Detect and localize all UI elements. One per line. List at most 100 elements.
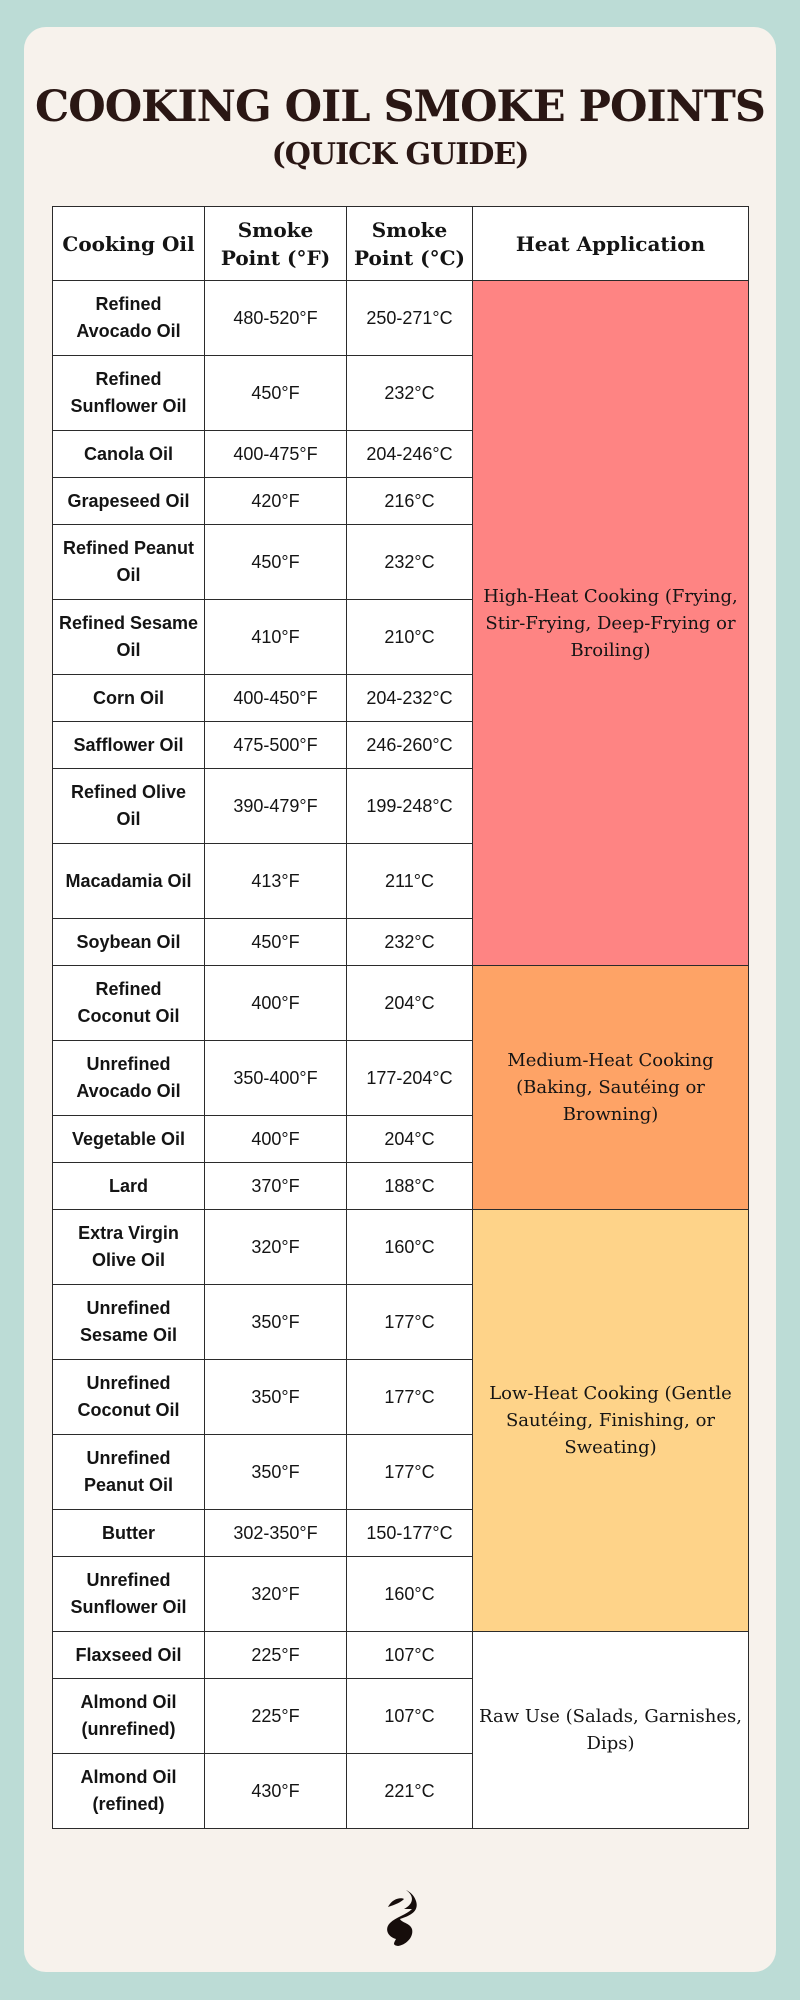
smoke-point-c: 107°C (346, 1631, 473, 1679)
table-row: Corn Oil 400-450°F 204-232°C (52, 674, 749, 722)
smoke-point-c: 204-232°C (346, 674, 473, 722)
smoke-point-f: 400-475°F (204, 430, 347, 478)
table-row: Macadamia Oil 413°F 211°C (52, 843, 749, 919)
oil-name: Unrefined Coconut Oil (52, 1359, 205, 1435)
smoke-point-c: 160°C (346, 1209, 473, 1285)
smoke-point-f: 350-400°F (204, 1040, 347, 1116)
table-row: Refined Avocado Oil 480-520°F 250-271°C … (52, 280, 749, 966)
heat-application-high: High-Heat Cooking (Frying, Stir-Frying, … (472, 280, 749, 966)
smoke-point-f: 400-450°F (204, 674, 347, 722)
smoke-point-c: 232°C (346, 355, 473, 431)
oil-name: Refined Avocado Oil (52, 280, 205, 356)
oil-name: Flaxseed Oil (52, 1631, 205, 1679)
heat-application-low: Low-Heat Cooking (Gentle Sautéing, Finis… (472, 1209, 749, 1632)
table-row: Unrefined Avocado Oil 350-400°F 177-204°… (52, 1040, 749, 1116)
oil-name: Butter (52, 1509, 205, 1557)
smoke-point-f: 302-350°F (204, 1509, 347, 1557)
table-row: Unrefined Sunflower Oil 320°F 160°C (52, 1556, 749, 1632)
table-row: Flaxseed Oil 225°F 107°C Raw Use (Salads… (52, 1631, 749, 1829)
smoke-point-c: 177°C (346, 1359, 473, 1435)
table-row: Refined Sunflower Oil 450°F 232°C (52, 355, 749, 431)
smoke-point-c: 177°C (346, 1434, 473, 1510)
heat-application-medium: Medium-Heat Cooking (Baking, Sautéing or… (472, 965, 749, 1210)
smoke-point-f: 480-520°F (204, 280, 347, 356)
smoke-point-f: 413°F (204, 843, 347, 919)
oil-name: Refined Coconut Oil (52, 965, 205, 1041)
oil-name: Unrefined Peanut Oil (52, 1434, 205, 1510)
smoke-point-c: 177°C (346, 1284, 473, 1360)
guide-card: COOKING OIL SMOKE POINTS (QUICK GUIDE) C… (24, 27, 776, 1972)
smoke-point-c: 216°C (346, 477, 473, 525)
smoke-point-c: 204°C (346, 965, 473, 1041)
smoke-point-c: 211°C (346, 843, 473, 919)
smoke-point-c: 250-271°C (346, 280, 473, 356)
smoke-point-f: 450°F (204, 918, 347, 966)
oil-name: Refined Sesame Oil (52, 599, 205, 675)
smoke-point-f: 225°F (204, 1631, 347, 1679)
header-smoke-point-c: Smoke Point (°C) (346, 206, 473, 281)
table-row: Canola Oil 400-475°F 204-246°C (52, 430, 749, 478)
table-row: Safflower Oil 475-500°F 246-260°C (52, 721, 749, 769)
smoke-point-f: 430°F (204, 1753, 347, 1829)
table-row: Extra Virgin Olive Oil 320°F 160°C Low-H… (52, 1209, 749, 1632)
smoke-point-f: 410°F (204, 599, 347, 675)
smoke-point-c: 199-248°C (346, 768, 473, 844)
smoke-point-f: 390-479°F (204, 768, 347, 844)
flame-logo-icon (387, 1890, 417, 1946)
smoke-point-f: 475-500°F (204, 721, 347, 769)
oil-name: Canola Oil (52, 430, 205, 478)
smoke-point-f: 450°F (204, 355, 347, 431)
table-row: Refined Peanut Oil 450°F 232°C (52, 524, 749, 600)
smoke-point-c: 188°C (346, 1162, 473, 1210)
smoke-point-f: 370°F (204, 1162, 347, 1210)
smoke-point-c: 204-246°C (346, 430, 473, 478)
oil-name: Unrefined Sunflower Oil (52, 1556, 205, 1632)
smoke-point-f: 400°F (204, 965, 347, 1041)
oil-name: Lard (52, 1162, 205, 1210)
heat-application-raw: Raw Use (Salads, Garnishes, Dips) (472, 1631, 749, 1829)
oil-name: Safflower Oil (52, 721, 205, 769)
oil-name: Refined Sunflower Oil (52, 355, 205, 431)
table-row: Refined Sesame Oil 410°F 210°C (52, 599, 749, 675)
smoke-point-f: 400°F (204, 1115, 347, 1163)
smoke-point-c: 246-260°C (346, 721, 473, 769)
oil-name: Corn Oil (52, 674, 205, 722)
smoke-point-f: 320°F (204, 1209, 347, 1285)
table-row: Lard 370°F 188°C (52, 1162, 749, 1210)
oil-name: Refined Peanut Oil (52, 524, 205, 600)
oil-name: Extra Virgin Olive Oil (52, 1209, 205, 1285)
smoke-point-f: 320°F (204, 1556, 347, 1632)
smoke-point-f: 350°F (204, 1434, 347, 1510)
oil-name: Unrefined Sesame Oil (52, 1284, 205, 1360)
smoke-point-f: 450°F (204, 524, 347, 600)
table-row: Almond Oil (unrefined) 225°F 107°C (52, 1678, 749, 1754)
table-row: Refined Coconut Oil 400°F 204°C Medium-H… (52, 965, 749, 1210)
smoke-point-c: 210°C (346, 599, 473, 675)
table-row: Unrefined Coconut Oil 350°F 177°C (52, 1359, 749, 1435)
table-row: Almond Oil (refined) 430°F 221°C (52, 1753, 749, 1829)
oil-name: Refined Olive Oil (52, 768, 205, 844)
oil-name: Unrefined Avocado Oil (52, 1040, 205, 1116)
oil-name: Soybean Oil (52, 918, 205, 966)
oil-name: Vegetable Oil (52, 1115, 205, 1163)
oil-name: Almond Oil (refined) (52, 1753, 205, 1829)
oil-name: Almond Oil (unrefined) (52, 1678, 205, 1754)
table-row: Unrefined Peanut Oil 350°F 177°C (52, 1434, 749, 1510)
header-heat-application: Heat Application (472, 206, 749, 281)
oil-name: Macadamia Oil (52, 843, 205, 919)
smoke-point-c: 221°C (346, 1753, 473, 1829)
table-row: Refined Olive Oil 390-479°F 199-248°C (52, 768, 749, 844)
table-row: Unrefined Sesame Oil 350°F 177°C (52, 1284, 749, 1360)
smoke-point-c: 107°C (346, 1678, 473, 1754)
table-row: Butter 302-350°F 150-177°C (52, 1509, 749, 1557)
smoke-point-c: 150-177°C (346, 1509, 473, 1557)
smoke-point-f: 350°F (204, 1284, 347, 1360)
table-header-row: Cooking Oil Smoke Point (°F) Smoke Point… (52, 206, 749, 281)
title-line-2: (QUICK GUIDE) (271, 137, 530, 172)
smoke-point-c: 232°C (346, 524, 473, 600)
smoke-point-c: 160°C (346, 1556, 473, 1632)
smoke-point-f: 420°F (204, 477, 347, 525)
oil-name: Grapeseed Oil (52, 477, 205, 525)
smoke-point-c: 204°C (346, 1115, 473, 1163)
smoke-point-table: Cooking Oil Smoke Point (°F) Smoke Point… (52, 206, 749, 1829)
